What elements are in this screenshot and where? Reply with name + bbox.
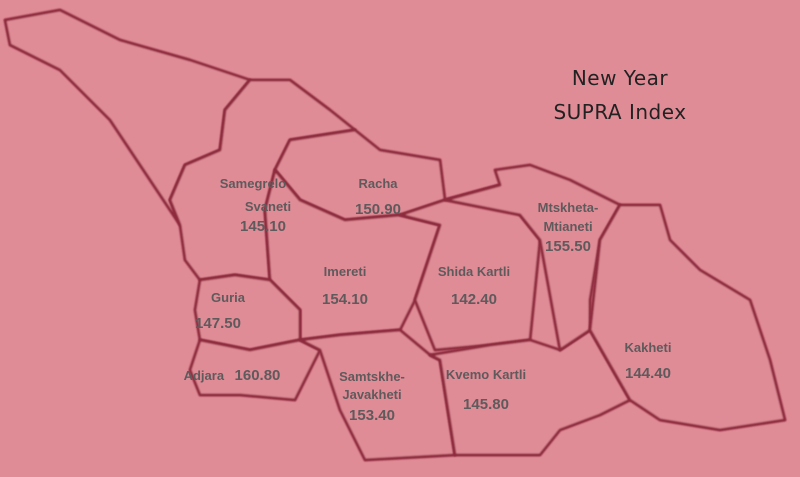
label-kakheti: Kakheti 144.40 — [624, 340, 672, 382]
label-imereti: Imereti 154.10 — [322, 264, 368, 308]
label-samtskhe-javakheti: Samtskhe- Javakheti 153.40 — [339, 369, 405, 424]
region-kvemo-kartli[interactable] — [428, 328, 632, 457]
label-kvemo-kartli: Kvemo Kartli 145.80 — [445, 367, 527, 413]
label-adjara: Adjara 160.80 — [183, 367, 281, 384]
label-racha: Racha 150.90 — [355, 176, 401, 218]
label-samegrelo-svaneti: Samegrelo Svaneti 145.10 — [219, 176, 292, 235]
label-shida-kartli: Shida Kartli 142.40 — [437, 264, 511, 308]
label-mtskheta-mtianeti: Mtskheta- Mtianeti 155.50 — [537, 200, 599, 255]
map-title-line1: New Year — [571, 66, 669, 90]
region-kakheti[interactable] — [588, 203, 787, 432]
label-guria: Guria 147.50 — [195, 290, 245, 332]
region-adjara[interactable] — [188, 338, 322, 402]
map-title-line2: SUPRA Index — [553, 100, 687, 124]
